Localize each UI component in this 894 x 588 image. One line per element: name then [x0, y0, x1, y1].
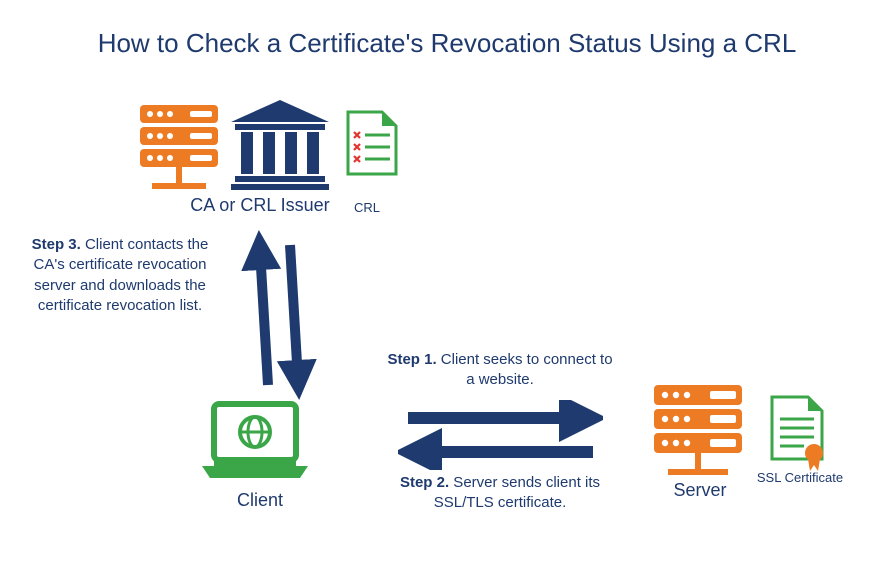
- vertical-arrows: [240, 230, 320, 400]
- sslcert-label: SSL Certificate: [750, 470, 850, 485]
- step3-text: Step 3. Client contacts the CA's certifi…: [20, 235, 220, 316]
- step3-bold: Step 3.: [32, 236, 81, 253]
- step2-bold: Step 2.: [400, 474, 449, 491]
- page-title: How to Check a Certificate's Revocation …: [0, 28, 894, 59]
- server-icon: [648, 385, 748, 480]
- server-group: [648, 385, 748, 485]
- sslcert-group: [770, 395, 830, 478]
- client-label: Client: [210, 490, 310, 511]
- step2-body: Server sends client its SSL/TLS certific…: [434, 474, 600, 511]
- server-stack-icon: [140, 105, 218, 189]
- laptop-icon: [200, 400, 310, 485]
- crl-label: CRL: [342, 200, 392, 215]
- horizontal-arrows: [398, 400, 603, 470]
- ca-label: CA or CRL Issuer: [170, 195, 350, 216]
- ca-icons: [140, 100, 400, 195]
- certificate-icon: [770, 395, 830, 473]
- arrow-down: [290, 245, 298, 380]
- ca-group: [140, 100, 400, 200]
- arrow-up: [260, 250, 268, 385]
- server-label: Server: [660, 480, 740, 501]
- step1-bold: Step 1.: [387, 351, 436, 368]
- step1-body: Client seeks to connect to a website.: [437, 351, 613, 388]
- client-group: [200, 400, 310, 490]
- institution-icon: [231, 100, 329, 190]
- step1-text: Step 1. Client seeks to connect to a web…: [385, 350, 615, 391]
- crl-document-icon: [348, 112, 396, 174]
- step2-text: Step 2. Server sends client its SSL/TLS …: [385, 473, 615, 514]
